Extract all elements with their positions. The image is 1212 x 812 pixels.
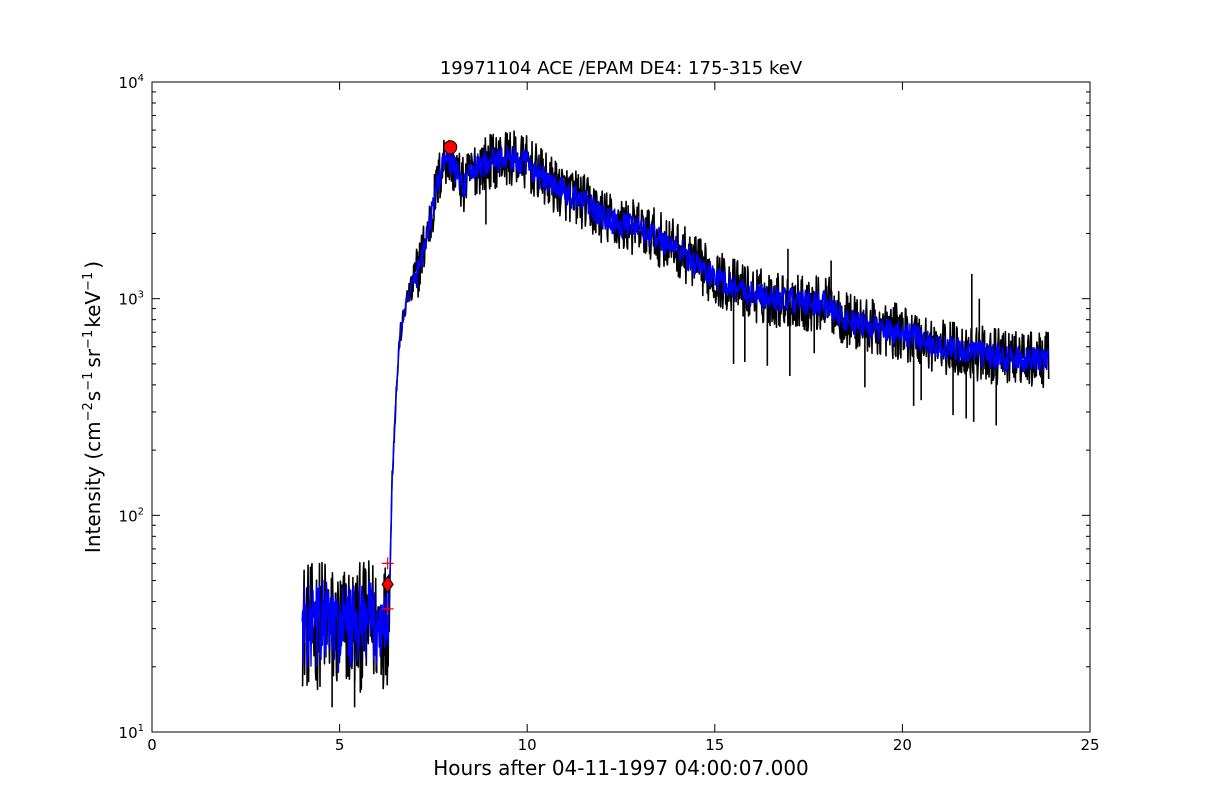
x-tick-label: 25 [1080,736,1099,754]
y-axis-label-sup3: −1 [81,330,96,349]
y-tick-label: 104 [119,73,144,92]
y-axis-label-mid1: s [81,391,105,401]
y-axis-label-main: Intensity (cm [81,421,105,553]
y-axis-label-mid2: sr [81,348,105,367]
x-tick-label: 15 [705,736,724,754]
y-axis: 101 102 103 104 [119,73,1090,742]
y-axis-label-mid3: keV [81,291,105,328]
y-axis-label: Intensity (cm−2s−1sr−1keV−1) [81,261,105,553]
x-tick-label: 10 [518,736,537,754]
y-axis-label-sup1: −2 [81,402,96,421]
chart-title: 19971104 ACE /EPAM DE4: 175-315 keV [440,58,803,79]
plot-frame [151,81,1091,733]
error-marker [381,602,394,615]
x-tick-label: 5 [335,736,345,754]
y-axis-label-sup2: −1 [81,372,96,391]
y-axis-label-sup4: −1 [81,272,96,291]
y-tick-label: 103 [119,290,144,309]
plot-area [301,130,1050,708]
y-tick-label: 101 [119,723,144,742]
peak-marker [443,140,458,155]
x-axis: 0 5 10 15 20 25 [147,82,1100,754]
series-line-smoothed [301,145,1050,674]
x-tick-label: 0 [147,736,157,754]
onset-marker [381,575,394,594]
y-tick-label: 102 [119,506,144,525]
y-axis-label-end: ) [81,261,105,269]
error-marker [381,557,394,570]
x-tick-label: 20 [893,736,912,754]
x-axis-label: Hours after 04-11-1997 04:00:07.000 [433,756,809,780]
